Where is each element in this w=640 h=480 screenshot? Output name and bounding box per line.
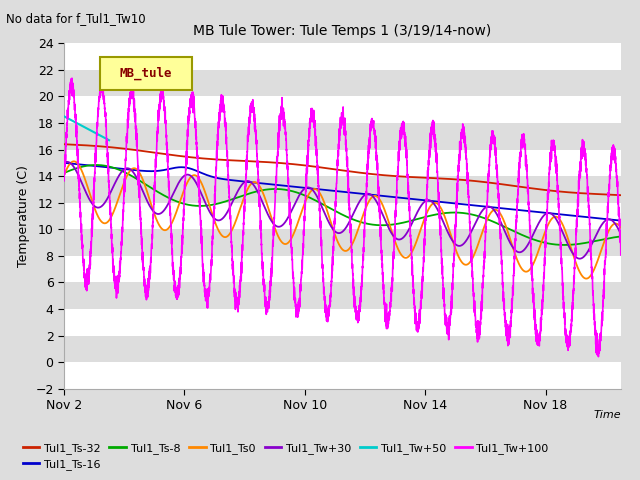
Bar — [64, 336, 621, 362]
Bar — [64, 282, 621, 309]
Bar — [64, 256, 621, 282]
Legend: Tul1_Ts-32, Tul1_Ts-16, Tul1_Ts-8, Tul1_Ts0, Tul1_Tw+30, Tul1_Tw+50, Tul1_Tw+100: Tul1_Ts-32, Tul1_Ts-16, Tul1_Ts-8, Tul1_… — [19, 438, 553, 474]
FancyBboxPatch shape — [100, 57, 192, 90]
Bar — [64, 123, 621, 150]
Text: Time: Time — [593, 409, 621, 420]
Bar — [64, 96, 621, 123]
Bar — [64, 70, 621, 96]
Title: MB Tule Tower: Tule Temps 1 (3/19/14-now): MB Tule Tower: Tule Temps 1 (3/19/14-now… — [193, 24, 492, 38]
Bar — [64, 150, 621, 176]
Bar — [64, 203, 621, 229]
Text: No data for f_Tul1_Tw10: No data for f_Tul1_Tw10 — [6, 12, 146, 25]
Bar — [64, 309, 621, 336]
Bar — [64, 362, 621, 389]
Bar — [64, 229, 621, 256]
Bar — [64, 176, 621, 203]
Text: MB_tule: MB_tule — [120, 67, 172, 80]
Y-axis label: Temperature (C): Temperature (C) — [17, 165, 29, 267]
Bar — [64, 43, 621, 70]
